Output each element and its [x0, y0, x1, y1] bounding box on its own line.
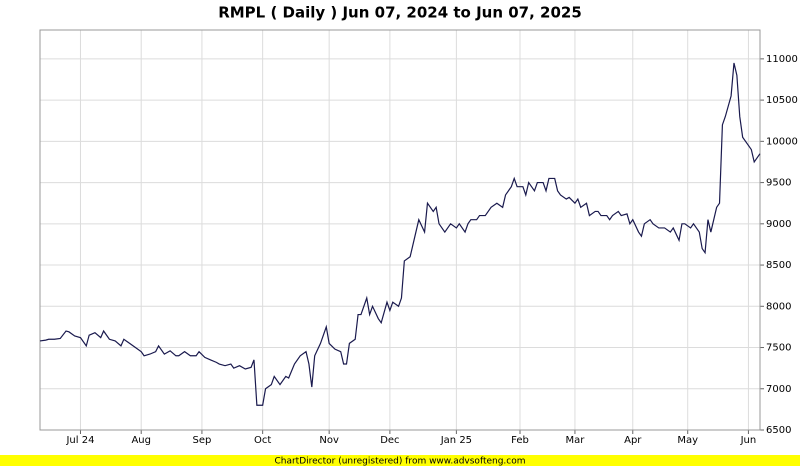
y-tick-label: 7500 — [766, 343, 791, 354]
x-tick-label: Feb — [511, 435, 529, 446]
footer-band — [0, 455, 800, 466]
plot-border — [39, 29, 761, 431]
y-tick-label: 11000 — [766, 54, 798, 65]
y-tick-label: 6500 — [766, 425, 791, 436]
x-tick-label: Mar — [566, 435, 586, 446]
y-tick-label: 7000 — [766, 384, 791, 395]
y-tick-label: 10500 — [766, 95, 798, 106]
plot-area — [39, 29, 761, 431]
y-tick-label: 10000 — [766, 136, 798, 147]
y-tick-label: 8500 — [766, 260, 791, 271]
x-tick-label: Dec — [380, 435, 399, 446]
x-tick-label: Nov — [319, 435, 339, 446]
x-tick-label: May — [677, 435, 698, 446]
x-tick-label: Jun — [740, 435, 757, 446]
x-tick-label: Oct — [254, 435, 271, 446]
x-tick-label: Aug — [131, 435, 151, 446]
y-tick-label: 9500 — [766, 178, 791, 189]
y-tick-label: 8000 — [766, 301, 791, 312]
y-tick-label: 9000 — [766, 219, 791, 230]
x-tick-label: Apr — [624, 435, 642, 446]
x-tick-label: Sep — [192, 435, 211, 446]
price-line — [39, 62, 761, 406]
footer: ChartDirector (unregistered) from www.ad… — [274, 457, 525, 466]
x-tick-label: Jan 25 — [440, 435, 472, 446]
chart-title: RMPL ( Daily ) Jun 07, 2024 to Jun 07, 2… — [218, 4, 582, 22]
x-tick-label: Jul 24 — [65, 435, 94, 446]
